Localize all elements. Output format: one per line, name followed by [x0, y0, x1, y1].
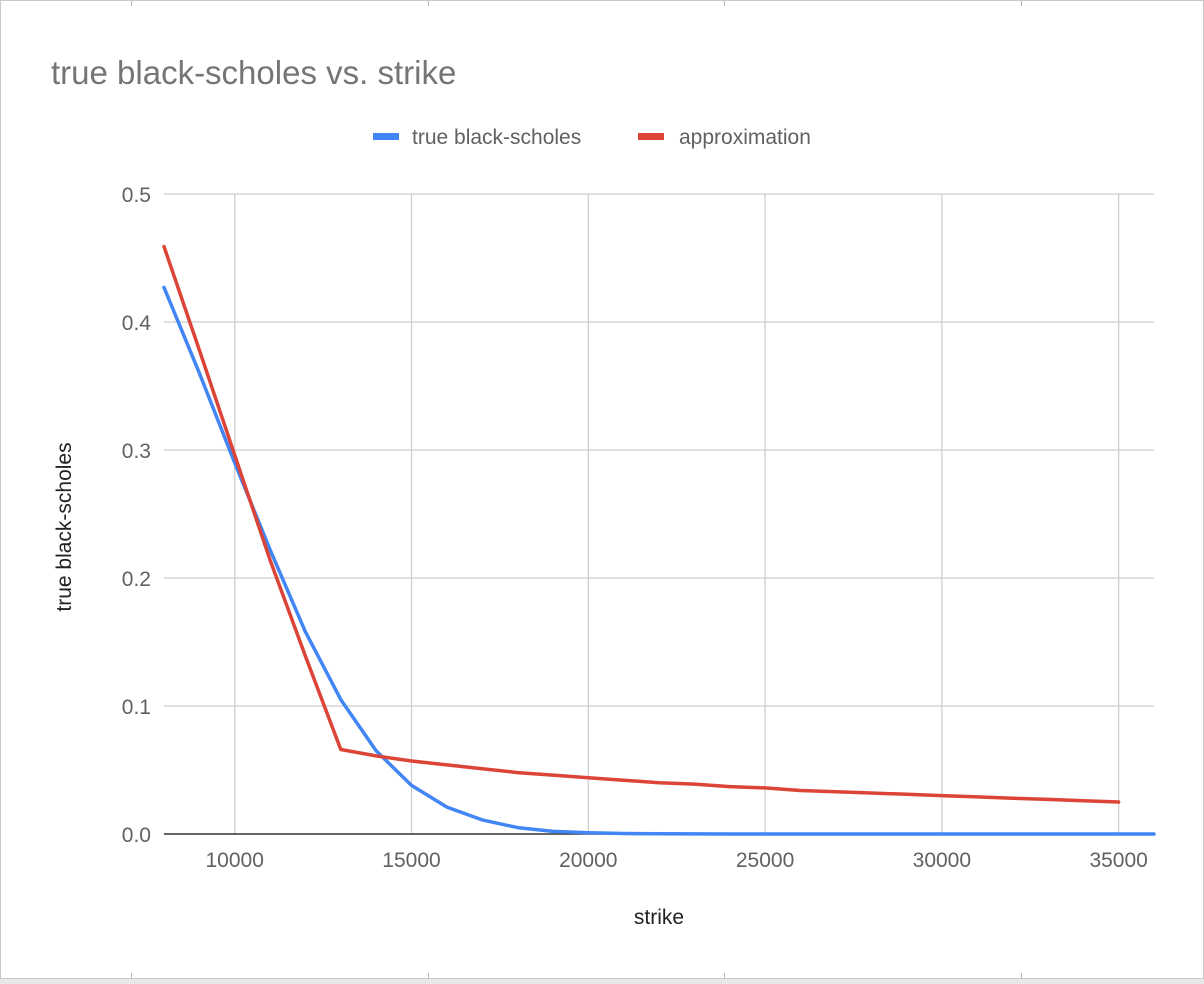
frame-tick: [1021, 973, 1022, 978]
frame-tick: [428, 1, 429, 6]
x-tick-label: 15000: [382, 849, 440, 872]
legend-label-true-black-scholes: true black-scholes: [412, 126, 581, 149]
x-tick-label: 25000: [736, 849, 794, 872]
y-tick-label: 0.1: [122, 696, 151, 719]
y-tick-label: 0.3: [122, 440, 151, 463]
series-line-true-black-scholes: [162, 285, 1156, 836]
frame-tick: [724, 973, 725, 978]
axes: 0.0 0.1 0.2 0.3 0.4 0.5 10000 15000 20000 25000 30…: [122, 184, 1154, 872]
series-line-approximation: [162, 244, 1121, 804]
frame-tick: [131, 1, 132, 6]
x-tick-label: 10000: [206, 849, 264, 872]
legend-swatch-approximation: [638, 133, 664, 140]
grid: [164, 193, 1154, 834]
series-group: [162, 244, 1156, 836]
frame-tick: [131, 973, 132, 978]
legend-swatch-true-black-scholes: [373, 133, 399, 140]
chart-title: true black-scholes vs. strike: [51, 54, 456, 91]
x-tick-label: 35000: [1089, 849, 1147, 872]
y-tick-label: 0.4: [122, 312, 152, 335]
y-tick-label: 0.2: [122, 568, 151, 591]
y-axis-title: true black-scholes: [53, 442, 76, 611]
x-tick-label: 30000: [913, 849, 971, 872]
frame-tick: [724, 1, 725, 6]
y-tick-label: 0.5: [122, 184, 151, 207]
frame-tick: [428, 973, 429, 978]
legend: true black-scholes approximation: [373, 126, 811, 149]
frame-tick: [1021, 1, 1022, 6]
legend-label-approximation: approximation: [679, 126, 811, 149]
y-tick-label: 0.0: [122, 824, 151, 847]
x-tick-label: 20000: [559, 849, 617, 872]
x-axis-title: strike: [634, 906, 684, 929]
